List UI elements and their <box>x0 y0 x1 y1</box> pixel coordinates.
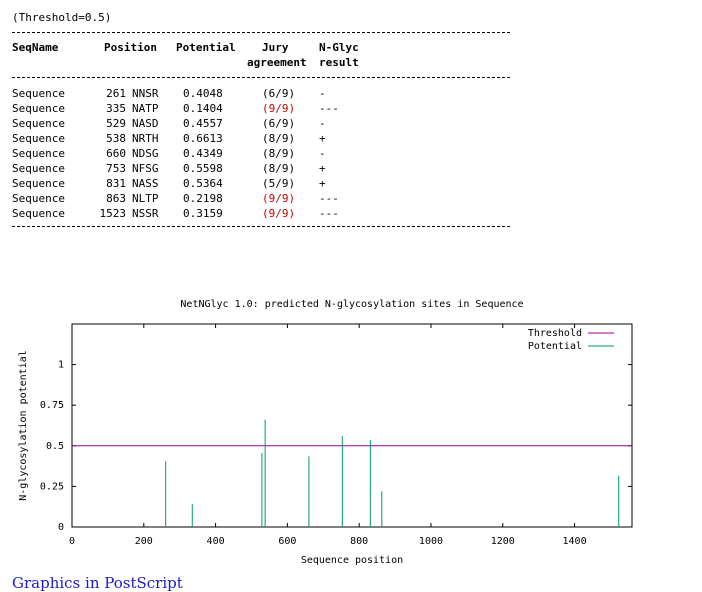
row-seqname: Sequence <box>12 117 65 130</box>
row-result: - <box>319 117 326 130</box>
table-top-rule <box>12 32 510 33</box>
row-seqname: Sequence <box>12 162 65 175</box>
row-seqname: Sequence <box>12 132 65 145</box>
row-seqname: Sequence <box>12 192 65 205</box>
row-seqname: Sequence <box>12 207 65 220</box>
row-potential: 0.4349 <box>183 147 223 160</box>
x-tick-label: 1000 <box>419 536 443 547</box>
row-potential: 0.2198 <box>183 192 223 205</box>
row-jury: (9/9) <box>262 192 296 205</box>
row-jury: (6/9) <box>262 87 296 100</box>
row-potential: 0.4048 <box>183 87 223 100</box>
x-tick-label: 200 <box>135 536 153 547</box>
y-tick-label: 1 <box>58 360 64 371</box>
row-potential: 0.5598 <box>183 162 223 175</box>
row-position: 863 <box>106 192 126 205</box>
row-motif: NFSG <box>132 162 159 175</box>
glycosylation-chart: NetNGlyc 1.0: predicted N-glycosylation … <box>18 299 633 566</box>
row-jury: (8/9) <box>262 162 296 175</box>
header-agreement: agreement <box>247 56 307 69</box>
x-tick-label: 1400 <box>563 536 587 547</box>
x-tick-label: 600 <box>278 536 296 547</box>
legend-label-potential: Potential <box>528 341 582 352</box>
row-motif: NDSG <box>132 147 159 160</box>
row-result: + <box>319 132 326 145</box>
table-header-rule <box>12 77 510 78</box>
row-potential: 0.3159 <box>183 207 223 220</box>
row-motif: NSSR <box>132 207 159 220</box>
postscript-link[interactable]: Graphics in PostScript <box>12 574 183 592</box>
row-position: 1523 <box>99 207 127 220</box>
row-jury: (8/9) <box>262 132 296 145</box>
row-seqname: Sequence <box>12 102 65 115</box>
row-result: --- <box>319 192 339 205</box>
row-position: 529 <box>106 117 126 130</box>
row-motif: NRTH <box>132 132 159 145</box>
row-result: - <box>319 87 326 100</box>
row-motif: NASD <box>132 117 159 130</box>
y-tick-label: 0.25 <box>40 481 64 492</box>
x-tick-label: 400 <box>207 536 225 547</box>
header-nglyc: N-Glyc <box>319 41 359 54</box>
legend-label-threshold: Threshold <box>528 328 582 339</box>
row-jury: (6/9) <box>262 117 296 130</box>
x-tick-label: 1200 <box>491 536 515 547</box>
row-jury: (9/9) <box>262 207 296 220</box>
header-position: Position <box>104 41 157 54</box>
y-tick-label: 0.5 <box>46 441 64 452</box>
row-motif: NNSR <box>132 87 159 100</box>
header-jury: Jury <box>262 41 289 54</box>
row-position: 831 <box>106 177 126 190</box>
row-seqname: Sequence <box>12 147 65 160</box>
row-motif: NLTP <box>132 192 159 205</box>
row-seqname: Sequence <box>12 177 65 190</box>
row-jury: (5/9) <box>262 177 296 190</box>
x-tick-label: 0 <box>69 536 75 547</box>
row-seqname: Sequence <box>12 87 65 100</box>
x-tick-label: 800 <box>350 536 368 547</box>
row-result: --- <box>319 207 339 220</box>
header-potential: Potential <box>176 41 236 54</box>
row-jury: (9/9) <box>262 102 296 115</box>
row-potential: 0.6613 <box>183 132 223 145</box>
row-jury: (8/9) <box>262 147 296 160</box>
row-result: + <box>319 177 326 190</box>
row-result: --- <box>319 102 339 115</box>
row-position: 538 <box>106 132 126 145</box>
row-motif: NATP <box>132 102 159 115</box>
header-seqname: SeqName <box>12 41 59 54</box>
row-result: - <box>319 147 326 160</box>
row-potential: 0.5364 <box>183 177 223 190</box>
row-potential: 0.4557 <box>183 117 223 130</box>
row-position: 753 <box>106 162 126 175</box>
row-potential: 0.1404 <box>183 102 223 115</box>
row-position: 660 <box>106 147 126 160</box>
row-motif: NASS <box>132 177 159 190</box>
row-position: 335 <box>106 102 126 115</box>
table-bottom-rule <box>12 226 510 227</box>
x-axis-label: Sequence position <box>301 555 403 566</box>
y-tick-label: 0 <box>58 522 64 533</box>
row-result: + <box>319 162 326 175</box>
y-axis-label: N-glycosylation potential <box>18 350 29 501</box>
threshold-label: (Threshold=0.5) <box>12 11 112 24</box>
chart-title: NetNGlyc 1.0: predicted N-glycosylation … <box>180 299 523 310</box>
y-tick-label: 0.75 <box>40 400 64 411</box>
row-position: 261 <box>106 87 126 100</box>
plot-frame <box>71 323 633 528</box>
header-result: result <box>319 56 359 69</box>
